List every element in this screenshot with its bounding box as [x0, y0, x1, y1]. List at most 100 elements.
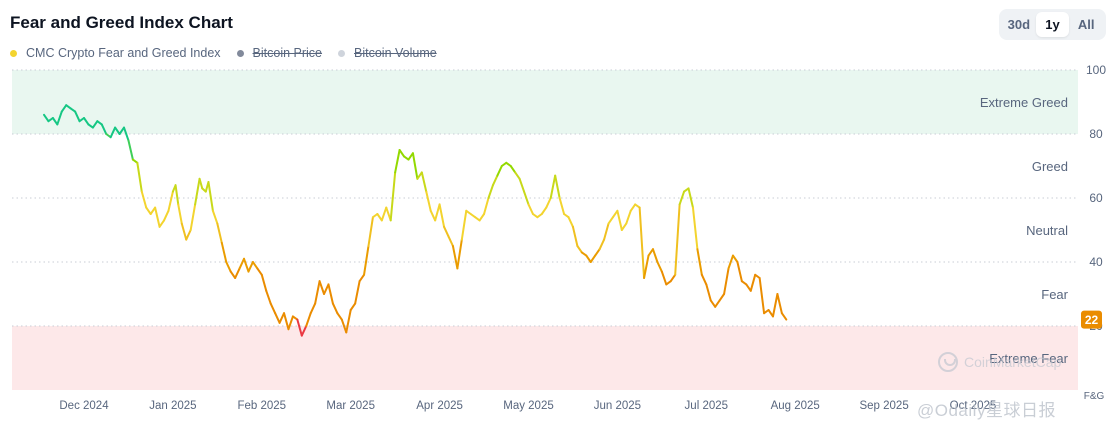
data-line-segment	[136, 161, 143, 193]
data-line-segment	[771, 293, 779, 318]
data-line-segment	[456, 238, 463, 270]
data-line-segment	[607, 216, 614, 225]
data-line-segment	[398, 149, 406, 158]
data-line-segment	[363, 245, 370, 276]
data-line-segment	[211, 209, 219, 225]
current-value-label: 22	[1085, 313, 1099, 327]
data-line-segment	[594, 248, 601, 257]
data-line-segment	[545, 197, 552, 209]
data-line-segment	[229, 270, 237, 279]
data-line-segment	[674, 203, 681, 276]
coinmarketcap-watermark-text: CoinMarketCap	[964, 354, 1062, 370]
data-line-segment	[167, 190, 174, 212]
data-line-segment	[349, 302, 357, 311]
zone-label: Extreme Fear	[989, 351, 1068, 366]
zone-band-extreme-fear	[12, 326, 1078, 390]
data-line-segment	[749, 273, 757, 292]
data-line-segment	[340, 318, 348, 334]
legend-item-bitcoin-volume[interactable]: Bitcoin Volume	[338, 46, 437, 60]
chart-legend: CMC Crypto Fear and Greed Index Bitcoin …	[10, 46, 453, 60]
data-line-segment	[83, 117, 90, 126]
data-line-segment	[558, 197, 566, 215]
data-line-segment	[571, 225, 579, 247]
range-30d-button[interactable]: 30d	[1002, 12, 1036, 37]
data-line-segment	[620, 222, 628, 231]
y-tick-label: 40	[1089, 255, 1103, 269]
data-line-segment	[247, 261, 254, 273]
data-line-segment	[616, 209, 623, 231]
data-line-segment	[177, 203, 183, 225]
x-tick-label: Apr 2025	[416, 400, 463, 412]
data-line-segment	[309, 302, 317, 315]
data-line-segment	[314, 280, 321, 305]
data-line-segment	[265, 289, 272, 305]
data-line-segment	[447, 235, 454, 247]
y-tick-label: 80	[1089, 127, 1103, 141]
data-line-segment	[194, 177, 201, 206]
x-tick-label: Dec 2024	[59, 400, 109, 412]
time-range-selector: 30d 1y All	[999, 9, 1106, 40]
data-line-segment	[180, 222, 188, 241]
y-axis-label: F&G	[1084, 391, 1105, 402]
data-line-segment	[451, 245, 459, 270]
legend-item-bitcoin-price[interactable]: Bitcoin Price	[236, 46, 322, 60]
legend-item-fear-greed[interactable]: CMC Crypto Fear and Greed Index	[10, 46, 221, 60]
data-line-segment	[123, 126, 130, 142]
data-line-segment	[718, 293, 726, 302]
data-line-segment	[238, 257, 246, 270]
data-line-segment	[638, 206, 646, 279]
data-line-segment	[234, 267, 241, 279]
source-watermark: @Odaily星球日报	[917, 401, 1056, 420]
data-line-segment	[296, 318, 303, 337]
data-line-segment	[163, 209, 170, 222]
data-line-segment	[274, 312, 281, 324]
data-line-segment	[709, 299, 717, 308]
y-tick-label: 100	[1086, 63, 1106, 77]
x-tick-label: Sep 2025	[859, 400, 908, 412]
data-line-segment	[460, 209, 468, 241]
data-line-segment	[603, 222, 610, 241]
x-tick-label: May 2025	[503, 400, 554, 412]
data-line-segment	[643, 254, 650, 279]
data-line-segment	[669, 273, 677, 283]
range-1y-button[interactable]: 1y	[1035, 12, 1070, 37]
data-line-segment	[345, 309, 352, 334]
zone-label: Greed	[1032, 159, 1068, 174]
data-line-segment	[656, 261, 663, 273]
legend-dot-icon	[236, 49, 244, 57]
data-line-segment	[358, 273, 366, 283]
data-line-segment	[114, 126, 121, 135]
legend-dot-icon	[10, 49, 17, 57]
chart-title: Fear and Greed Index Chart	[10, 13, 233, 32]
data-line-segment	[509, 165, 517, 174]
data-line-segment	[158, 219, 166, 228]
data-line-segment	[278, 312, 286, 324]
data-line-segment	[483, 197, 490, 215]
data-line-segment	[589, 254, 597, 263]
data-line-segment	[367, 216, 374, 247]
zone-label: Fear	[1041, 287, 1068, 302]
data-line-segment	[420, 171, 428, 193]
data-line-segment	[42, 113, 50, 123]
data-line-segment	[647, 248, 654, 257]
data-line-segment	[549, 174, 557, 199]
data-line-segment	[251, 261, 259, 270]
range-all-button[interactable]: All	[1069, 12, 1103, 37]
data-line-segment	[198, 177, 204, 190]
zone-band-extreme-greed	[12, 70, 1078, 134]
data-line-segment	[305, 312, 312, 327]
data-line-segment	[523, 190, 530, 206]
data-line-segment	[260, 273, 268, 292]
data-line-segment	[331, 302, 339, 315]
data-line-segment	[554, 174, 561, 199]
data-line-segment	[434, 203, 441, 222]
data-line-segment	[243, 257, 250, 273]
data-line-segment	[376, 213, 383, 222]
y-tick-label: 60	[1089, 191, 1103, 205]
data-line-segment	[91, 120, 99, 129]
data-line-segment	[736, 261, 743, 283]
data-line-segment	[425, 190, 432, 212]
data-line-segment	[776, 293, 783, 315]
data-line-segment	[723, 267, 730, 295]
